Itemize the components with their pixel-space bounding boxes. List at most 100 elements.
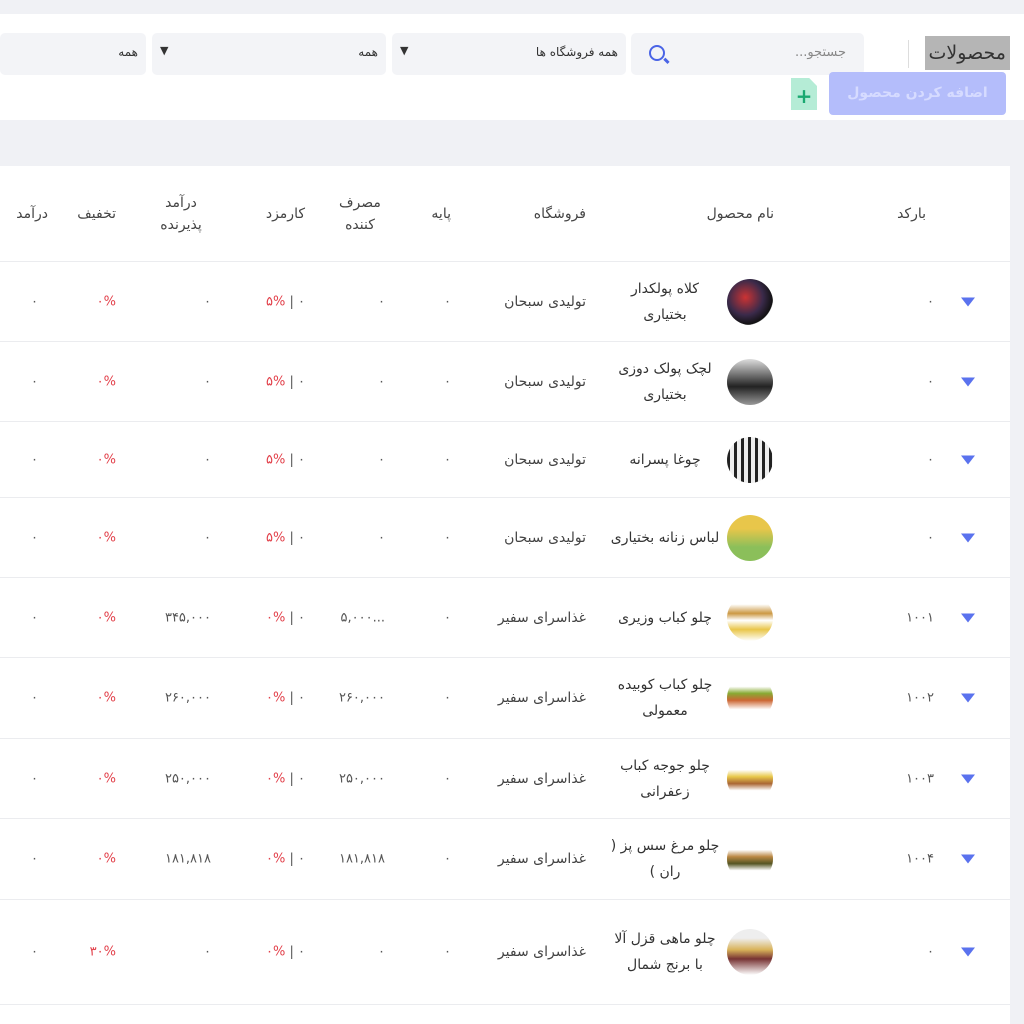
consumer-cell: ۱۸۱,۸۱۸ bbox=[338, 851, 385, 867]
table-row[interactable]: ۱۰۰۳ چلو جوجه کباب زعفرانی غذاسرای سفیر … bbox=[0, 739, 1010, 819]
table-row[interactable]: ۱۰۰۲ چلو کباب کوبیده معمولی غذاسرای سفیر… bbox=[0, 658, 1010, 739]
discount-cell: ۳۰% bbox=[89, 944, 116, 960]
chevron-down-icon: ▼ bbox=[160, 44, 169, 57]
expand-arrow-icon[interactable] bbox=[961, 297, 975, 306]
fee-percent: ۰% bbox=[266, 610, 286, 625]
store-cell: غذاسرای سفیر bbox=[497, 690, 586, 706]
expand-arrow-icon[interactable] bbox=[961, 377, 975, 386]
fee-value: ۰ bbox=[298, 452, 305, 467]
product-name[interactable]: چلو ماهی قزل آلا با برنج شمال bbox=[614, 931, 716, 973]
fee-percent: ۰% bbox=[266, 851, 286, 867]
income-cell: ۰ bbox=[31, 610, 38, 625]
product-name[interactable]: چلو کباب وزیری bbox=[618, 609, 712, 626]
toolbar: محصولات جستجو... همه فروشگاه ها ▼ همه ▼ … bbox=[0, 14, 1024, 120]
table-row[interactable]: ۱۰۰۴ چلو مرغ سس پز ( ران ) غذاسرای سفیر … bbox=[0, 819, 1010, 900]
expand-arrow-icon[interactable] bbox=[961, 947, 975, 957]
consumer-cell: ۰ bbox=[378, 452, 385, 467]
consumer-cell: ۰ bbox=[378, 374, 385, 389]
divider bbox=[908, 40, 909, 68]
receiver-income-cell: ۰ bbox=[204, 530, 211, 545]
filter-select-3[interactable]: همه bbox=[0, 33, 146, 75]
store-cell: تولیدی سبحان bbox=[504, 529, 586, 546]
expand-arrow-icon[interactable] bbox=[961, 613, 975, 622]
product-name[interactable]: کلاه پولکدار بختیاری bbox=[631, 280, 699, 323]
col-fee[interactable]: کارمزد bbox=[265, 205, 305, 222]
fee-cell: ۰ | ۰% bbox=[266, 851, 305, 867]
col-receiver-income[interactable]: درآمد پذیرنده bbox=[160, 194, 202, 233]
consumer-cell: ۰ bbox=[378, 530, 385, 545]
fee-value: ۰ bbox=[298, 944, 305, 960]
filter-select-2[interactable]: همه ▼ bbox=[152, 33, 386, 75]
barcode-cell: ۱۰۰۲ bbox=[906, 690, 934, 706]
product-thumbnail bbox=[727, 929, 773, 975]
store-filter-select[interactable]: همه فروشگاه ها ▼ bbox=[392, 33, 626, 75]
expand-arrow-icon[interactable] bbox=[961, 693, 975, 703]
product-thumbnail bbox=[727, 358, 773, 405]
consumer-cell: ۲۶۰,۰۰۰ bbox=[338, 690, 385, 706]
table-row[interactable]: ۰ چلو ماهی قزل آلا با برنج شمال غذاسرای … bbox=[0, 900, 1010, 1005]
discount-cell: ۰% bbox=[96, 771, 116, 786]
fee-percent: ۵% bbox=[266, 530, 286, 545]
base-cell: ۰ bbox=[444, 530, 451, 545]
col-store[interactable]: فروشگاه bbox=[533, 205, 586, 222]
fee-cell: ۰ | ۵% bbox=[266, 452, 305, 467]
fee-value: ۰ bbox=[298, 294, 305, 309]
filter-2-value: همه bbox=[358, 45, 378, 59]
add-file-icon[interactable]: + bbox=[791, 78, 817, 110]
table-row[interactable]: ۱۰۰۱ چلو کباب وزیری غذاسرای سفیر ۰ ...۵,… bbox=[0, 578, 1010, 658]
add-product-button[interactable]: اضافه کردن محصول bbox=[829, 72, 1006, 115]
col-base[interactable]: پایه bbox=[431, 205, 451, 222]
product-thumbnail bbox=[727, 836, 773, 882]
base-cell: ۰ bbox=[444, 610, 451, 625]
col-income[interactable]: درآمد bbox=[16, 205, 48, 222]
income-cell: ۰ bbox=[31, 374, 38, 389]
table-row[interactable]: ۰ کلاه پولکدار بختیاری تولیدی سبحان ۰ ۰ … bbox=[0, 262, 1010, 342]
search-icon[interactable] bbox=[649, 45, 665, 61]
income-cell: ۰ bbox=[31, 294, 38, 309]
fee-cell: ۰ | ۰% bbox=[266, 690, 305, 706]
product-name[interactable]: چلو مرغ سس پز ( ران ) bbox=[610, 838, 720, 880]
store-cell: غذاسرای سفیر bbox=[497, 944, 586, 960]
col-discount[interactable]: تخفیف bbox=[77, 205, 116, 222]
receiver-income-cell: ۰ bbox=[204, 294, 211, 309]
discount-cell: ۰% bbox=[96, 452, 116, 467]
discount-cell: ۰% bbox=[96, 851, 116, 867]
product-name[interactable]: لباس زنانه بختیاری bbox=[610, 529, 720, 546]
receiver-income-cell: ۳۴۵,۰۰۰ bbox=[164, 610, 211, 625]
consumer-cell: ۲۵۰,۰۰۰ bbox=[338, 771, 385, 786]
barcode-cell: ۰ bbox=[927, 374, 934, 389]
product-name[interactable]: چوغا پسرانه bbox=[629, 451, 701, 468]
fee-value: ۰ bbox=[298, 530, 305, 545]
fee-value: ۰ bbox=[298, 374, 305, 389]
fee-value: ۰ bbox=[298, 690, 305, 706]
product-thumbnail bbox=[727, 755, 773, 802]
product-name[interactable]: لچک پولک دوزی بختیاری bbox=[618, 360, 712, 403]
fee-cell: ۰ | ۰% bbox=[266, 944, 305, 960]
table-row[interactable]: ۰ چوغا پسرانه تولیدی سبحان ۰ ۰ ۰ | ۵% ۰ … bbox=[0, 422, 1010, 498]
col-barcode[interactable]: بارکد bbox=[897, 205, 926, 222]
col-name[interactable]: نام محصول bbox=[706, 205, 774, 222]
base-cell: ۰ bbox=[444, 944, 451, 960]
expand-arrow-icon[interactable] bbox=[961, 533, 975, 542]
table-row[interactable]: ۰ لباس زنانه بختیاری تولیدی سبحان ۰ ۰ ۰ … bbox=[0, 498, 1010, 578]
base-cell: ۰ bbox=[444, 294, 451, 309]
product-name[interactable]: چلو کباب کوبیده معمولی bbox=[617, 677, 713, 719]
product-name[interactable]: چلو جوجه کباب زعفرانی bbox=[620, 757, 710, 800]
barcode-cell: ۱۰۰۱ bbox=[906, 610, 934, 625]
table-row[interactable]: ۰ لچک پولک دوزی بختیاری تولیدی سبحان ۰ ۰… bbox=[0, 342, 1010, 422]
fee-cell: ۰ | ۵% bbox=[266, 294, 305, 309]
store-filter-value: همه فروشگاه ها bbox=[535, 45, 618, 59]
consumer-cell: ۰ bbox=[378, 944, 385, 960]
fee-cell: ۰ | ۰% bbox=[266, 610, 305, 625]
base-cell: ۰ bbox=[444, 771, 451, 786]
table-header: بارکد نام محصول فروشگاه پایه مصرف کننده … bbox=[0, 166, 1010, 262]
expand-arrow-icon[interactable] bbox=[961, 854, 975, 864]
store-cell: تولیدی سبحان bbox=[504, 293, 586, 310]
col-consumer[interactable]: مصرف کننده bbox=[339, 194, 381, 233]
income-cell: ۰ bbox=[31, 944, 38, 960]
store-cell: غذاسرای سفیر bbox=[497, 770, 586, 787]
expand-arrow-icon[interactable] bbox=[961, 774, 975, 783]
search-input[interactable]: جستجو... bbox=[631, 33, 864, 75]
fee-percent: ۰% bbox=[266, 771, 286, 786]
expand-arrow-icon[interactable] bbox=[961, 455, 975, 464]
